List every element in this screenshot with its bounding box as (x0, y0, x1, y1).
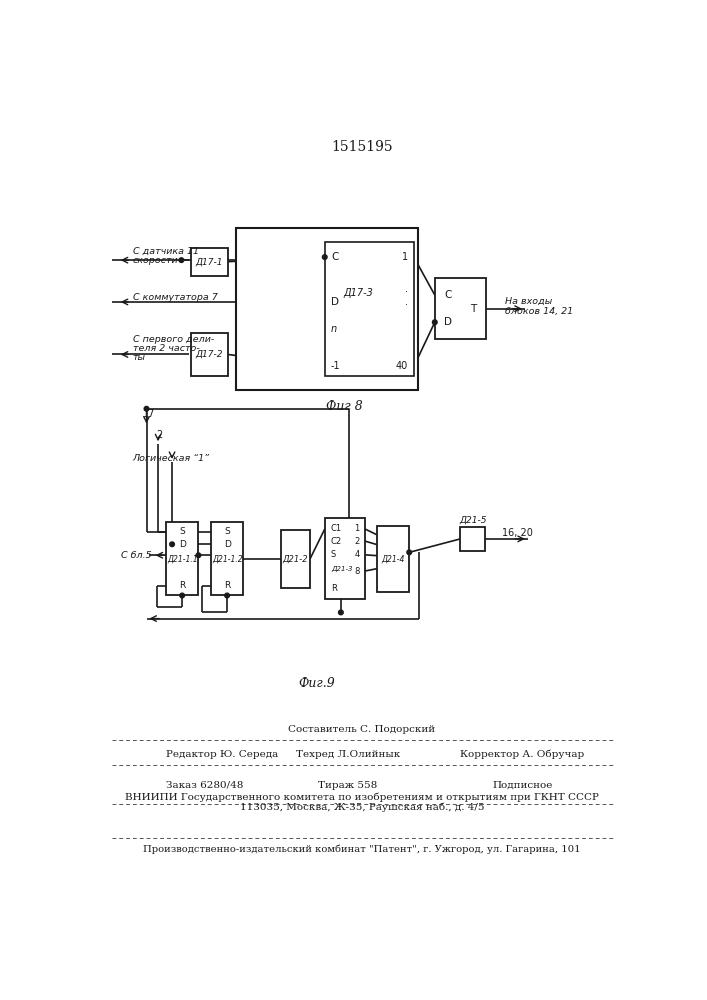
Text: скорости: скорости (132, 256, 178, 265)
Text: Тираж 558: Тираж 558 (318, 781, 378, 790)
Text: Подписное: Подписное (492, 781, 553, 790)
Text: ты: ты (132, 353, 146, 362)
Text: .: . (404, 284, 408, 294)
Text: R: R (331, 584, 337, 593)
Text: Фиг 8: Фиг 8 (326, 400, 363, 413)
Circle shape (407, 550, 411, 555)
Text: теля 2 часто-: теля 2 часто- (132, 344, 199, 353)
Text: Корректор А. Обручар: Корректор А. Обручар (460, 750, 585, 759)
Text: R: R (179, 581, 185, 590)
Text: На входы: На входы (506, 296, 553, 305)
Text: Фиг.9: Фиг.9 (298, 677, 335, 690)
Text: 17: 17 (143, 409, 155, 419)
Text: Д21-3: Д21-3 (331, 566, 353, 572)
Text: R: R (224, 581, 230, 590)
Text: n: n (331, 324, 337, 334)
Circle shape (179, 258, 184, 262)
Text: -1: -1 (331, 361, 341, 371)
Text: T: T (470, 304, 477, 314)
Text: 16, 20: 16, 20 (502, 528, 533, 538)
Bar (166, 522, 199, 595)
Bar (191, 333, 228, 376)
Circle shape (144, 406, 149, 411)
Bar (235, 228, 418, 389)
Bar (211, 522, 243, 595)
Text: блоков 14, 21: блоков 14, 21 (506, 307, 573, 316)
Text: С первого дели-: С первого дели- (132, 335, 214, 344)
Circle shape (196, 553, 201, 558)
Circle shape (170, 542, 175, 547)
Circle shape (322, 255, 327, 259)
Text: Д21-2: Д21-2 (283, 554, 308, 563)
Text: Производственно-издательский комбинат "Патент", г. Ужгород, ул. Гагарина, 101: Производственно-издательский комбинат "П… (143, 844, 580, 854)
Text: 113035, Москва, Ж-35, Раушская наб., д. 4/5: 113035, Москва, Ж-35, Раушская наб., д. … (240, 803, 484, 812)
Text: ВНИИПИ Государственного комитета по изобретениям и открытиям при ГКНТ СССР: ВНИИПИ Государственного комитета по изоб… (125, 793, 599, 802)
Text: Д21-5: Д21-5 (459, 515, 486, 524)
Text: Д17-2: Д17-2 (196, 350, 223, 359)
Text: 40: 40 (395, 361, 408, 371)
Bar (435, 278, 486, 339)
Circle shape (180, 593, 185, 598)
Bar (325, 518, 365, 599)
Circle shape (225, 593, 230, 598)
Bar (281, 530, 310, 588)
Circle shape (339, 610, 343, 615)
Text: C2: C2 (331, 537, 342, 546)
Text: C: C (331, 252, 339, 262)
Text: Д21-1.1: Д21-1.1 (167, 554, 197, 563)
Text: С коммутатора 7: С коммутатора 7 (132, 293, 217, 302)
Text: 2: 2 (354, 537, 360, 546)
Text: 1: 1 (354, 524, 360, 533)
Text: Д17-1: Д17-1 (196, 257, 223, 266)
Text: S: S (224, 527, 230, 536)
Text: 1: 1 (402, 252, 408, 262)
Text: D: D (223, 540, 230, 549)
Text: Составитель С. Подорский: Составитель С. Подорский (288, 725, 436, 734)
Text: Заказ 6280/48: Заказ 6280/48 (166, 781, 243, 790)
Text: Д17-3: Д17-3 (344, 288, 373, 298)
Text: C: C (444, 290, 451, 300)
Text: С датчика 11: С датчика 11 (132, 247, 199, 256)
Text: Д21-4: Д21-4 (381, 554, 404, 563)
Bar (460, 527, 485, 551)
Circle shape (433, 320, 437, 325)
Text: Техред Л.Олийнык: Техред Л.Олийнык (296, 750, 400, 759)
Text: С бл.5: С бл.5 (121, 551, 151, 560)
Text: Д21-1.2: Д21-1.2 (212, 554, 243, 563)
Text: C1: C1 (331, 524, 342, 533)
Text: D: D (179, 540, 186, 549)
Bar (325, 242, 414, 376)
Text: D: D (443, 317, 452, 327)
Text: 2: 2 (156, 430, 162, 440)
Bar (377, 526, 409, 592)
Text: D: D (331, 297, 339, 307)
Text: Редактор Ю. Середа: Редактор Ю. Середа (166, 750, 278, 759)
Text: S: S (180, 527, 185, 536)
Text: Логическая “1”: Логическая “1” (132, 454, 209, 463)
Text: 4: 4 (354, 550, 360, 559)
Text: S: S (331, 550, 337, 559)
Text: 1515195: 1515195 (331, 140, 393, 154)
Bar (191, 248, 228, 276)
Text: 8: 8 (354, 567, 360, 576)
Text: .: . (404, 297, 408, 307)
